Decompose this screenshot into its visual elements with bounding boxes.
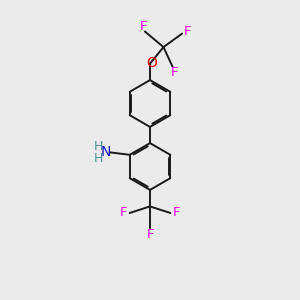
Text: F: F xyxy=(170,66,178,79)
Text: O: O xyxy=(146,56,157,70)
Text: F: F xyxy=(146,228,154,241)
Text: H: H xyxy=(94,140,104,153)
Text: H: H xyxy=(94,152,104,166)
Text: F: F xyxy=(120,206,127,220)
Text: N: N xyxy=(100,146,111,159)
Text: F: F xyxy=(184,25,191,38)
Text: F: F xyxy=(140,20,147,33)
Text: F: F xyxy=(173,206,180,220)
